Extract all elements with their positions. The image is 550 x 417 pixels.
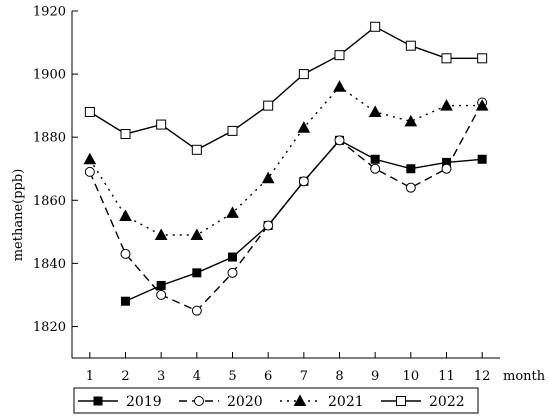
x-tick-label: 5: [228, 369, 236, 384]
y-tick-label: 1860: [33, 194, 66, 209]
data-point-2022: [298, 69, 309, 80]
legend-marker-2022: [396, 396, 406, 406]
series-line-2019: [125, 139, 483, 302]
data-point-2021: [261, 171, 275, 184]
data-point-2022: [405, 40, 416, 51]
data-point-2022: [370, 21, 381, 32]
legend-marker-2021: [293, 394, 307, 406]
data-point-2022: [156, 119, 167, 130]
series-2022: [84, 21, 488, 155]
data-point-2021: [190, 228, 204, 240]
series-line-2021: [89, 85, 483, 236]
series-2021: [83, 80, 489, 240]
x-tick-label: 11: [438, 369, 455, 384]
data-point-2019: [477, 154, 487, 164]
data-point-2021: [154, 228, 168, 240]
y-tick-label: 1820: [33, 320, 66, 335]
data-point-2019: [370, 154, 380, 164]
x-tick-label: 3: [157, 369, 165, 384]
y-axis-label: methane(ppb): [11, 169, 26, 262]
series-2020: [84, 97, 488, 316]
data-point-2022: [441, 53, 452, 64]
data-point-2019: [121, 296, 130, 306]
data-point-2022: [120, 129, 131, 140]
y-tick-label: 1880: [33, 131, 66, 146]
data-point-2022: [84, 106, 95, 117]
series-line-2020: [89, 102, 483, 312]
data-point-2019: [228, 252, 237, 262]
y-tick-label: 1840: [33, 257, 66, 272]
y-tick-label: 1900: [33, 68, 66, 83]
x-tick-label: 2: [121, 369, 129, 384]
data-point-2021: [333, 80, 346, 92]
chart-legend: 2019 2020 2021 2022: [73, 387, 479, 414]
x-axis-label: month: [503, 369, 546, 384]
data-point-2020: [405, 182, 416, 193]
data-point-2019: [192, 268, 202, 278]
x-tick-label: 6: [264, 369, 272, 384]
data-point-2021: [368, 105, 382, 117]
data-point-2020: [156, 289, 167, 300]
x-tick-label: 12: [474, 369, 491, 384]
data-point-2020: [191, 305, 202, 316]
data-point-2021: [297, 121, 311, 133]
data-point-2021: [475, 99, 489, 111]
legend-marker-2019: [93, 396, 103, 406]
y-tick-label: 1920: [33, 5, 66, 20]
data-point-2020: [263, 220, 274, 231]
data-point-2020: [298, 176, 309, 187]
x-tick-label: 4: [193, 369, 201, 384]
series-line-2022: [89, 25, 483, 151]
x-tick-label: 7: [300, 369, 308, 384]
data-point-2021: [83, 152, 97, 165]
legend-label-2019: 2019: [126, 394, 162, 410]
data-point-2021: [404, 114, 418, 127]
legend-label-2021: 2021: [328, 394, 364, 410]
data-point-2022: [477, 53, 488, 64]
x-tick-label: 9: [371, 369, 379, 384]
x-tick-label: 1: [86, 369, 94, 384]
data-point-2021: [440, 99, 453, 111]
series-2019: [121, 135, 487, 306]
data-point-2022: [227, 125, 238, 136]
data-point-2020: [334, 135, 345, 146]
chart-series: [83, 21, 489, 316]
x-tick-label: 8: [335, 369, 343, 384]
data-point-2022: [263, 100, 274, 111]
data-point-2020: [441, 163, 452, 174]
data-point-2020: [120, 248, 131, 259]
data-point-2020: [227, 267, 238, 278]
x-tick-label: 10: [403, 369, 420, 384]
data-point-2020: [370, 163, 381, 174]
data-point-2019: [406, 164, 416, 174]
data-point-2020: [84, 166, 95, 177]
data-point-2022: [334, 50, 345, 61]
data-point-2022: [191, 144, 202, 155]
data-point-2019: [156, 280, 166, 290]
legend-label-2020: 2020: [227, 394, 263, 410]
data-point-2021: [226, 206, 239, 218]
legend-marker-2020: [194, 396, 204, 406]
legend-label-2022: 2022: [429, 394, 465, 410]
data-point-2021: [119, 209, 132, 222]
